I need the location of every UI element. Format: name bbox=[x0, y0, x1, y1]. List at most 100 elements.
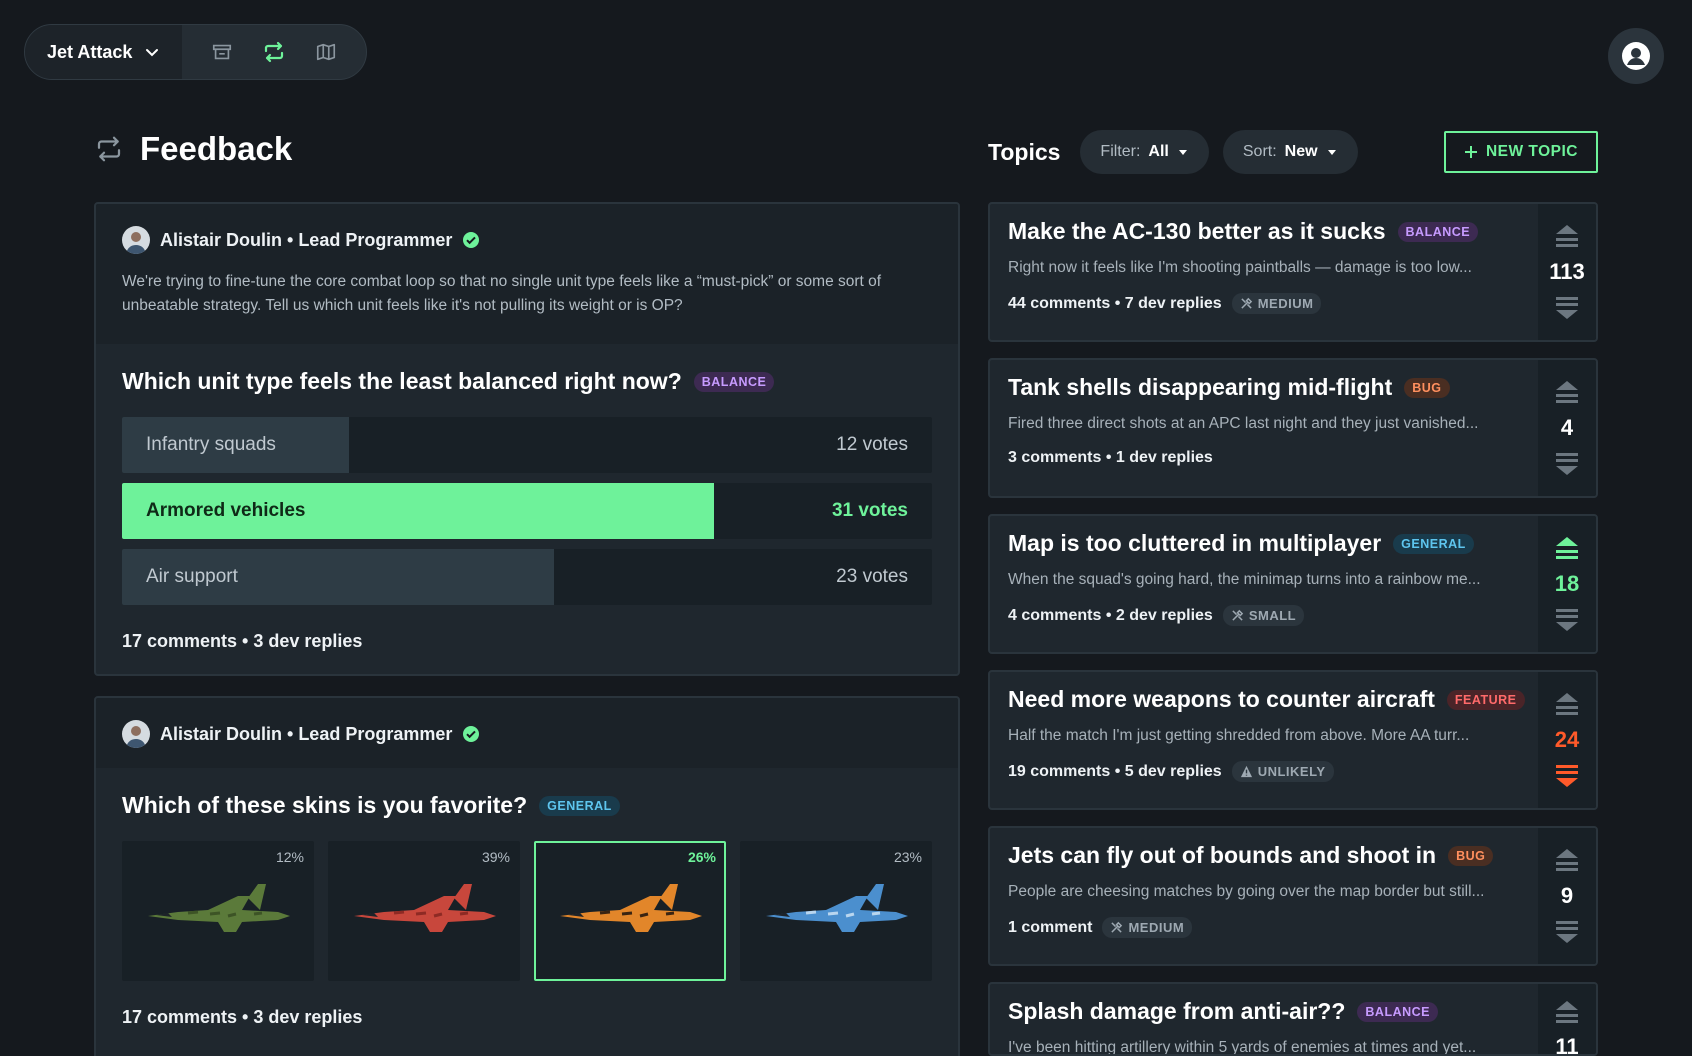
category-tag: BALANCE bbox=[1357, 1001, 1439, 1022]
user-account-button[interactable] bbox=[1608, 28, 1664, 84]
topics-title: Topics bbox=[988, 138, 1061, 165]
topic-meta: 1 comment bbox=[1008, 918, 1093, 936]
store-nav-button[interactable] bbox=[206, 36, 238, 68]
upvote-button[interactable] bbox=[1552, 998, 1582, 1026]
skin-poll-post-card: Alistair Doulin • Lead Programmer Which … bbox=[94, 696, 960, 1056]
topic-title: Map is too cluttered in multiplayer bbox=[1008, 530, 1382, 556]
skin-percentage: 26% bbox=[687, 849, 716, 865]
author-avatar bbox=[122, 226, 150, 254]
skin-option[interactable]: 23% bbox=[740, 841, 932, 981]
upvote-button[interactable] bbox=[1552, 221, 1582, 251]
user-avatar-icon bbox=[1622, 42, 1650, 70]
skin-option[interactable]: 39% bbox=[328, 841, 520, 981]
category-tag: BALANCE bbox=[693, 371, 775, 392]
vote-count: 11 bbox=[1555, 1034, 1579, 1056]
skin-option-selected[interactable]: 26% bbox=[534, 841, 726, 981]
post-author: Alistair Doulin • Lead Programmer bbox=[122, 720, 932, 748]
sort-dropdown[interactable]: Sort: New bbox=[1222, 130, 1358, 174]
feedback-nav-button[interactable] bbox=[258, 36, 290, 68]
poll-options: Infantry squads 12 votes Armored vehicle… bbox=[122, 417, 932, 605]
vote-count: 4 bbox=[1560, 415, 1574, 440]
topic-card[interactable]: Splash damage from anti-air?? BALANCE I'v… bbox=[988, 982, 1598, 1056]
upvote-button-active[interactable] bbox=[1552, 533, 1582, 563]
effort-label: MEDIUM bbox=[1257, 296, 1314, 311]
chevron-down-icon bbox=[146, 49, 159, 57]
downvote-button[interactable] bbox=[1552, 293, 1582, 323]
store-icon bbox=[213, 44, 232, 60]
downvote-button-active[interactable] bbox=[1552, 761, 1582, 791]
topic-excerpt: I've been hitting artillery within 5 yar… bbox=[1008, 1039, 1477, 1056]
upvote-button[interactable] bbox=[1552, 845, 1582, 875]
poll-option[interactable]: Air support 23 votes bbox=[122, 549, 932, 605]
jet-icon bbox=[766, 884, 908, 932]
poll-option-votes: 23 votes bbox=[836, 566, 908, 587]
poll-question-text: Which of these skins is you favorite? bbox=[122, 792, 528, 818]
poll-option-fill bbox=[122, 417, 349, 473]
warning-icon bbox=[1240, 765, 1252, 778]
topic-card[interactable]: Make the AC-130 better as it sucks BALANC… bbox=[988, 202, 1598, 342]
poll-option[interactable]: Infantry squads 12 votes bbox=[122, 417, 932, 473]
effort-badge: MEDIUM bbox=[1102, 917, 1193, 938]
feedback-icon bbox=[97, 136, 121, 162]
upvote-button[interactable] bbox=[1552, 689, 1582, 719]
downvote-button[interactable] bbox=[1552, 449, 1582, 479]
effort-badge: SMALL bbox=[1222, 605, 1305, 626]
topic-excerpt: Half the match I'm just getting shredded… bbox=[1008, 727, 1470, 744]
topic-meta: 44 comments • 7 dev replies bbox=[1008, 294, 1222, 312]
verified-check-icon bbox=[463, 232, 480, 248]
upvote-icon bbox=[1556, 381, 1578, 403]
game-selector[interactable]: Jet Attack bbox=[25, 25, 183, 79]
poll-option-fill bbox=[122, 483, 715, 539]
topic-title: Make the AC-130 better as it sucks bbox=[1008, 218, 1386, 244]
downvote-button[interactable] bbox=[1552, 917, 1582, 947]
category-tag: BALANCE bbox=[1397, 221, 1479, 242]
poll-option-fill bbox=[122, 549, 554, 605]
topic-card[interactable]: Jets can fly out of bounds and shoot in B… bbox=[988, 826, 1598, 966]
skin-percentage: 23% bbox=[893, 849, 922, 865]
poll-option-votes: 12 votes bbox=[836, 434, 908, 455]
map-nav-button[interactable] bbox=[310, 36, 342, 68]
upvote-button[interactable] bbox=[1552, 377, 1582, 407]
new-topic-button[interactable]: NEW TOPIC bbox=[1443, 131, 1598, 173]
vote-column: 4 bbox=[1538, 360, 1596, 496]
post-comments-link[interactable]: 17 comments • 3 dev replies bbox=[122, 631, 363, 651]
skin-option[interactable]: 12% bbox=[122, 841, 314, 981]
topic-card[interactable]: Tank shells disappearing mid-flight BUG F… bbox=[988, 358, 1598, 498]
caret-down-icon bbox=[1178, 150, 1187, 155]
downvote-icon bbox=[1556, 609, 1578, 631]
downvote-button[interactable] bbox=[1552, 605, 1582, 635]
verified-check-icon bbox=[463, 726, 480, 742]
topic-title: Jets can fly out of bounds and shoot in bbox=[1008, 842, 1437, 868]
topic-title: Tank shells disappearing mid-flight bbox=[1008, 374, 1393, 400]
vote-column: 9 bbox=[1538, 828, 1596, 964]
topic-excerpt: When the squad's going hard, the minimap… bbox=[1008, 571, 1481, 588]
topic-card[interactable]: Need more weapons to counter aircraft FEA… bbox=[988, 670, 1598, 810]
effort-label: UNLIKELY bbox=[1257, 764, 1326, 779]
poll-option[interactable]: Armored vehicles 31 votes bbox=[122, 483, 932, 539]
topic-title: Splash damage from anti-air?? bbox=[1008, 998, 1346, 1024]
filter-label: Filter: bbox=[1100, 143, 1141, 160]
vote-count: 9 bbox=[1560, 883, 1574, 908]
poll-option-votes: 31 votes bbox=[831, 500, 908, 521]
filter-dropdown[interactable]: Filter: All bbox=[1080, 130, 1209, 174]
upvote-icon bbox=[1556, 225, 1578, 247]
map-icon bbox=[317, 43, 336, 61]
filter-value: All bbox=[1148, 143, 1169, 160]
game-name: Jet Attack bbox=[47, 41, 133, 62]
new-topic-label: NEW TOPIC bbox=[1485, 143, 1578, 160]
poll-question-text: Which unit type feels the least balanced… bbox=[122, 368, 682, 394]
upvote-icon bbox=[1556, 1001, 1578, 1023]
topic-excerpt: People are cheesing matches by going ove… bbox=[1008, 883, 1485, 900]
category-tag: BUG bbox=[1404, 377, 1450, 398]
tools-icon bbox=[1232, 609, 1244, 621]
topic-card[interactable]: Map is too cluttered in multiplayer GENER… bbox=[988, 514, 1598, 654]
feedback-icon bbox=[265, 41, 284, 63]
downvote-icon bbox=[1556, 297, 1578, 319]
vote-column: 11 bbox=[1538, 984, 1596, 1054]
effort-badge: UNLIKELY bbox=[1231, 761, 1334, 782]
vote-count: 113 bbox=[1549, 259, 1585, 284]
post-comments-link[interactable]: 17 comments • 3 dev replies bbox=[122, 1007, 363, 1027]
vote-count: 18 bbox=[1554, 571, 1580, 596]
poll-question: Which unit type feels the least balanced… bbox=[122, 368, 932, 395]
topic-meta: 4 comments • 2 dev replies bbox=[1008, 606, 1213, 624]
